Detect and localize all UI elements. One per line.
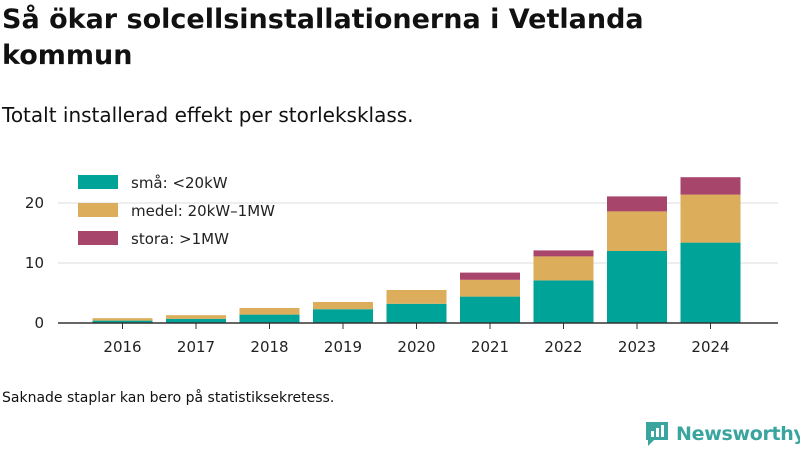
x-tick-label: 2016 [103,338,141,356]
y-tick-label: 10 [25,254,44,272]
bar-segment-2022-series-0 [533,280,594,323]
bar-segment-2024-series-0 [680,242,741,323]
bar-segment-2021-series-1 [460,279,520,297]
legend-swatch-0 [78,175,118,189]
chart-subtitle: Totalt installerad effekt per storlekskl… [2,103,414,127]
x-tick-label: 2022 [544,338,582,356]
bar-segment-2017-series-1 [166,315,226,319]
y-tick-label: 20 [25,194,44,212]
legend-label-2: stora: >1MW [131,230,229,248]
bar-segment-2022-series-1 [533,256,594,281]
brand-name: Newsworthy [676,423,800,445]
bar-segment-2022-series-2 [533,250,594,257]
footnote: Saknade staplar kan bero på statistiksek… [2,390,335,406]
legend-swatch-1 [78,203,118,217]
x-tick-label: 2018 [250,338,288,356]
y-tick-label: 0 [34,314,44,332]
bar-segment-2023-series-1 [607,211,667,251]
x-tick-label: 2023 [618,338,656,356]
legend-label-1: medel: 20kW–1MW [131,202,275,220]
bar-chart-speech-bubble-icon [646,422,668,446]
brand-logo[interactable]: Newsworthy [644,420,800,448]
bar-segment-2016-series-1 [92,318,153,321]
bar-segment-2024-series-1 [680,194,741,243]
axes: 0 10 20 2016 2017 2018 2019 2020 2021 2022 2023 202… [25,194,778,356]
x-tick-label: 2019 [324,338,362,356]
bar-segment-2021-series-2 [460,272,520,280]
legend-swatch-2 [78,231,118,245]
bar-segment-2018-series-0 [239,314,300,323]
bar-segment-2018-series-1 [239,308,300,315]
x-tick-label: 2021 [471,338,509,356]
bar-segment-2023-series-2 [607,196,667,212]
bar-segment-2019-series-0 [313,309,373,323]
bar-segment-2020-series-1 [386,290,447,304]
bar-segment-2017-series-0 [166,318,226,323]
legend: små: <20kW medel: 20kW–1MW stora: >1MW [78,174,275,248]
x-tick-label: 2020 [397,338,435,356]
bar-segment-2021-series-0 [460,296,520,323]
x-tick-label: 2024 [691,338,729,356]
bar-segment-2020-series-0 [386,303,447,323]
bar-segment-2019-series-1 [313,302,373,310]
legend-label-0: små: <20kW [131,174,228,192]
chart-title: Så ökar solcellsinstallationerna i Vetla… [2,4,644,71]
bars [92,177,741,323]
bar-segment-2023-series-0 [607,251,667,323]
bar-segment-2016-series-0 [92,320,153,323]
bar-segment-2024-series-2 [680,177,741,195]
x-tick-label: 2017 [177,338,215,356]
